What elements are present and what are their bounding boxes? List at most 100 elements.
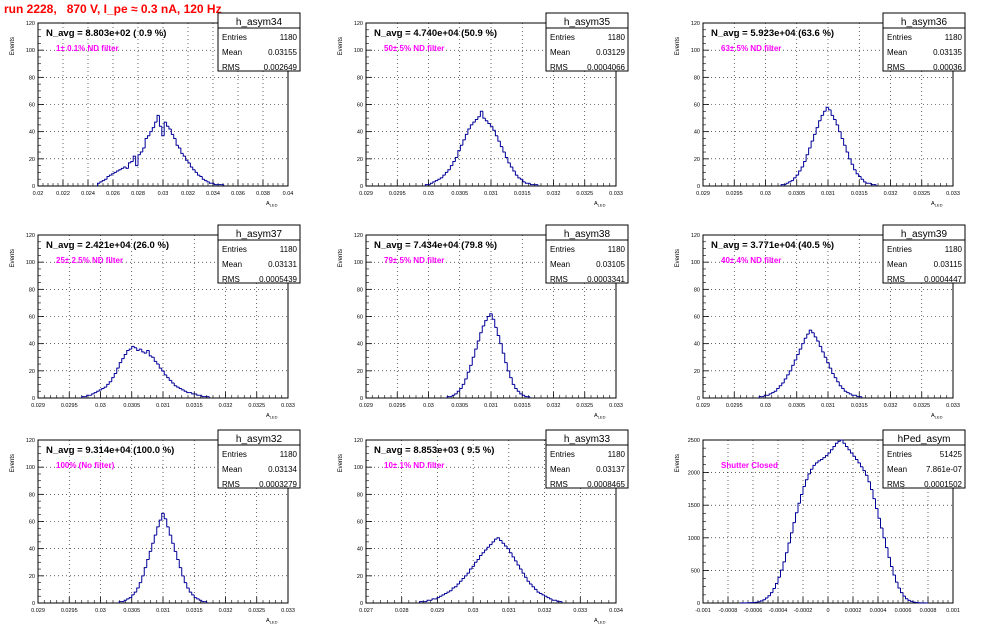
histogram-bin — [159, 364, 162, 368]
histogram-bin — [477, 341, 480, 349]
x-tick-label: 0.0325 — [576, 191, 593, 197]
stats-key: Entries — [222, 33, 247, 42]
histogram-bins — [119, 513, 207, 603]
histogram-bin — [174, 543, 177, 551]
histogram-bin — [903, 593, 906, 597]
x-tick-label: 0.0315 — [186, 403, 203, 409]
histogram-bin — [485, 118, 488, 121]
histogram-bin — [781, 570, 784, 577]
stats-title: h_asym33 — [564, 434, 611, 445]
histogram-bin — [463, 140, 466, 145]
histogram-bin — [861, 463, 864, 467]
histogram-bin — [131, 162, 133, 163]
histogram-bin — [500, 538, 503, 541]
y-axis-title: Events — [675, 37, 681, 55]
histogram-bin — [490, 124, 493, 127]
x-tick-label: 0.032 — [547, 191, 561, 197]
histogram-bin — [849, 393, 852, 394]
y-tick-label: 100 — [691, 48, 700, 54]
histogram-bin — [911, 600, 914, 601]
histogram-bin — [132, 595, 135, 598]
histogram-bin — [814, 333, 817, 337]
navg-label: N_avg = 8.803e+02 ( 0.9 %) — [46, 28, 166, 39]
stats-key: Entries — [550, 245, 575, 254]
histogram-bin — [157, 361, 160, 364]
histogram-bin — [452, 588, 455, 591]
histogram-bin — [179, 560, 182, 568]
stats-value: 7.861e-07 — [926, 465, 963, 474]
x-tick-label: 0.0008 — [920, 608, 937, 614]
histogram-bin — [853, 453, 856, 456]
stats-key: Mean — [550, 48, 570, 57]
histogram-bin — [472, 357, 475, 365]
histogram-bin — [834, 115, 837, 119]
histogram-bin — [822, 346, 825, 351]
y-tick-label: 80 — [357, 287, 363, 293]
histogram-bin — [776, 583, 779, 588]
histogram-bin — [139, 583, 142, 588]
histogram-bin — [839, 382, 842, 386]
histogram-bin — [507, 546, 510, 549]
histogram-bin — [150, 132, 152, 136]
histogram-bin — [443, 175, 446, 178]
histogram-bin — [517, 388, 520, 391]
plot-area: 05001000150020002500-0.001-0.0008-0.0006… — [675, 430, 965, 614]
histogram-bin — [159, 115, 161, 126]
y-tick-label: 2500 — [688, 438, 700, 444]
histogram-bin — [182, 568, 185, 576]
histogram-bin — [455, 587, 458, 588]
histogram-bin — [809, 148, 812, 155]
histogram-bin — [848, 447, 851, 450]
histogram-bin — [816, 463, 819, 466]
x-tick-label: 0.022 — [56, 191, 70, 197]
histogram-bin — [190, 163, 192, 167]
histogram-bin — [758, 602, 761, 603]
x-tick-label: 0.032 — [219, 608, 233, 614]
histogram-bin — [197, 598, 200, 599]
stats-value: 1180 — [280, 33, 298, 42]
histogram-bin — [866, 471, 869, 476]
y-tick-label: 120 — [354, 21, 363, 27]
histogram-bin — [537, 589, 540, 592]
y-axis-title: Events — [338, 249, 344, 267]
y-tick-label: 0 — [360, 601, 363, 607]
histogram-bin — [142, 576, 145, 583]
histogram-bin — [184, 576, 187, 583]
x-tick-label: 0.0305 — [451, 191, 468, 197]
histogram-bin — [806, 480, 809, 487]
histogram-bin — [798, 503, 801, 512]
histogram-bin — [512, 553, 515, 557]
histogram-bin — [119, 363, 122, 368]
navg-label: N_avg = 4.740e+04 (50.9 %) — [374, 28, 497, 39]
histogram-bin — [482, 326, 485, 333]
histogram-bin — [493, 126, 496, 130]
x-tick-label: 0.031 — [821, 191, 835, 197]
y-tick-label: 0 — [697, 601, 700, 607]
histogram-bin — [167, 122, 169, 126]
x-tick-label: 0.0315 — [851, 403, 868, 409]
histogram-bin — [142, 349, 145, 352]
y-tick-label: 0 — [32, 601, 35, 607]
histogram-bin — [807, 334, 810, 338]
x-tick-label: 0.033 — [946, 403, 960, 409]
histogram-bin — [513, 167, 516, 171]
navg-label: N_avg = 3.771e+04 (40.5 %) — [711, 240, 834, 251]
y-tick-label: 1500 — [688, 503, 700, 509]
histogram-bin — [844, 388, 847, 391]
x-tick-label: 0.026 — [106, 191, 120, 197]
histogram-bin — [162, 368, 165, 371]
x-tick-label: 0.0295 — [61, 403, 78, 409]
histogram-bin — [143, 148, 145, 152]
histogram-bin — [174, 383, 177, 386]
stats-key: Mean — [222, 260, 242, 269]
stats-key: Entries — [550, 450, 575, 459]
filter-note: 10± 1% ND filter — [384, 461, 444, 470]
histogram-bin — [121, 168, 123, 169]
x-tick-label: 0.034 — [206, 191, 220, 197]
histogram-bin — [460, 581, 463, 584]
